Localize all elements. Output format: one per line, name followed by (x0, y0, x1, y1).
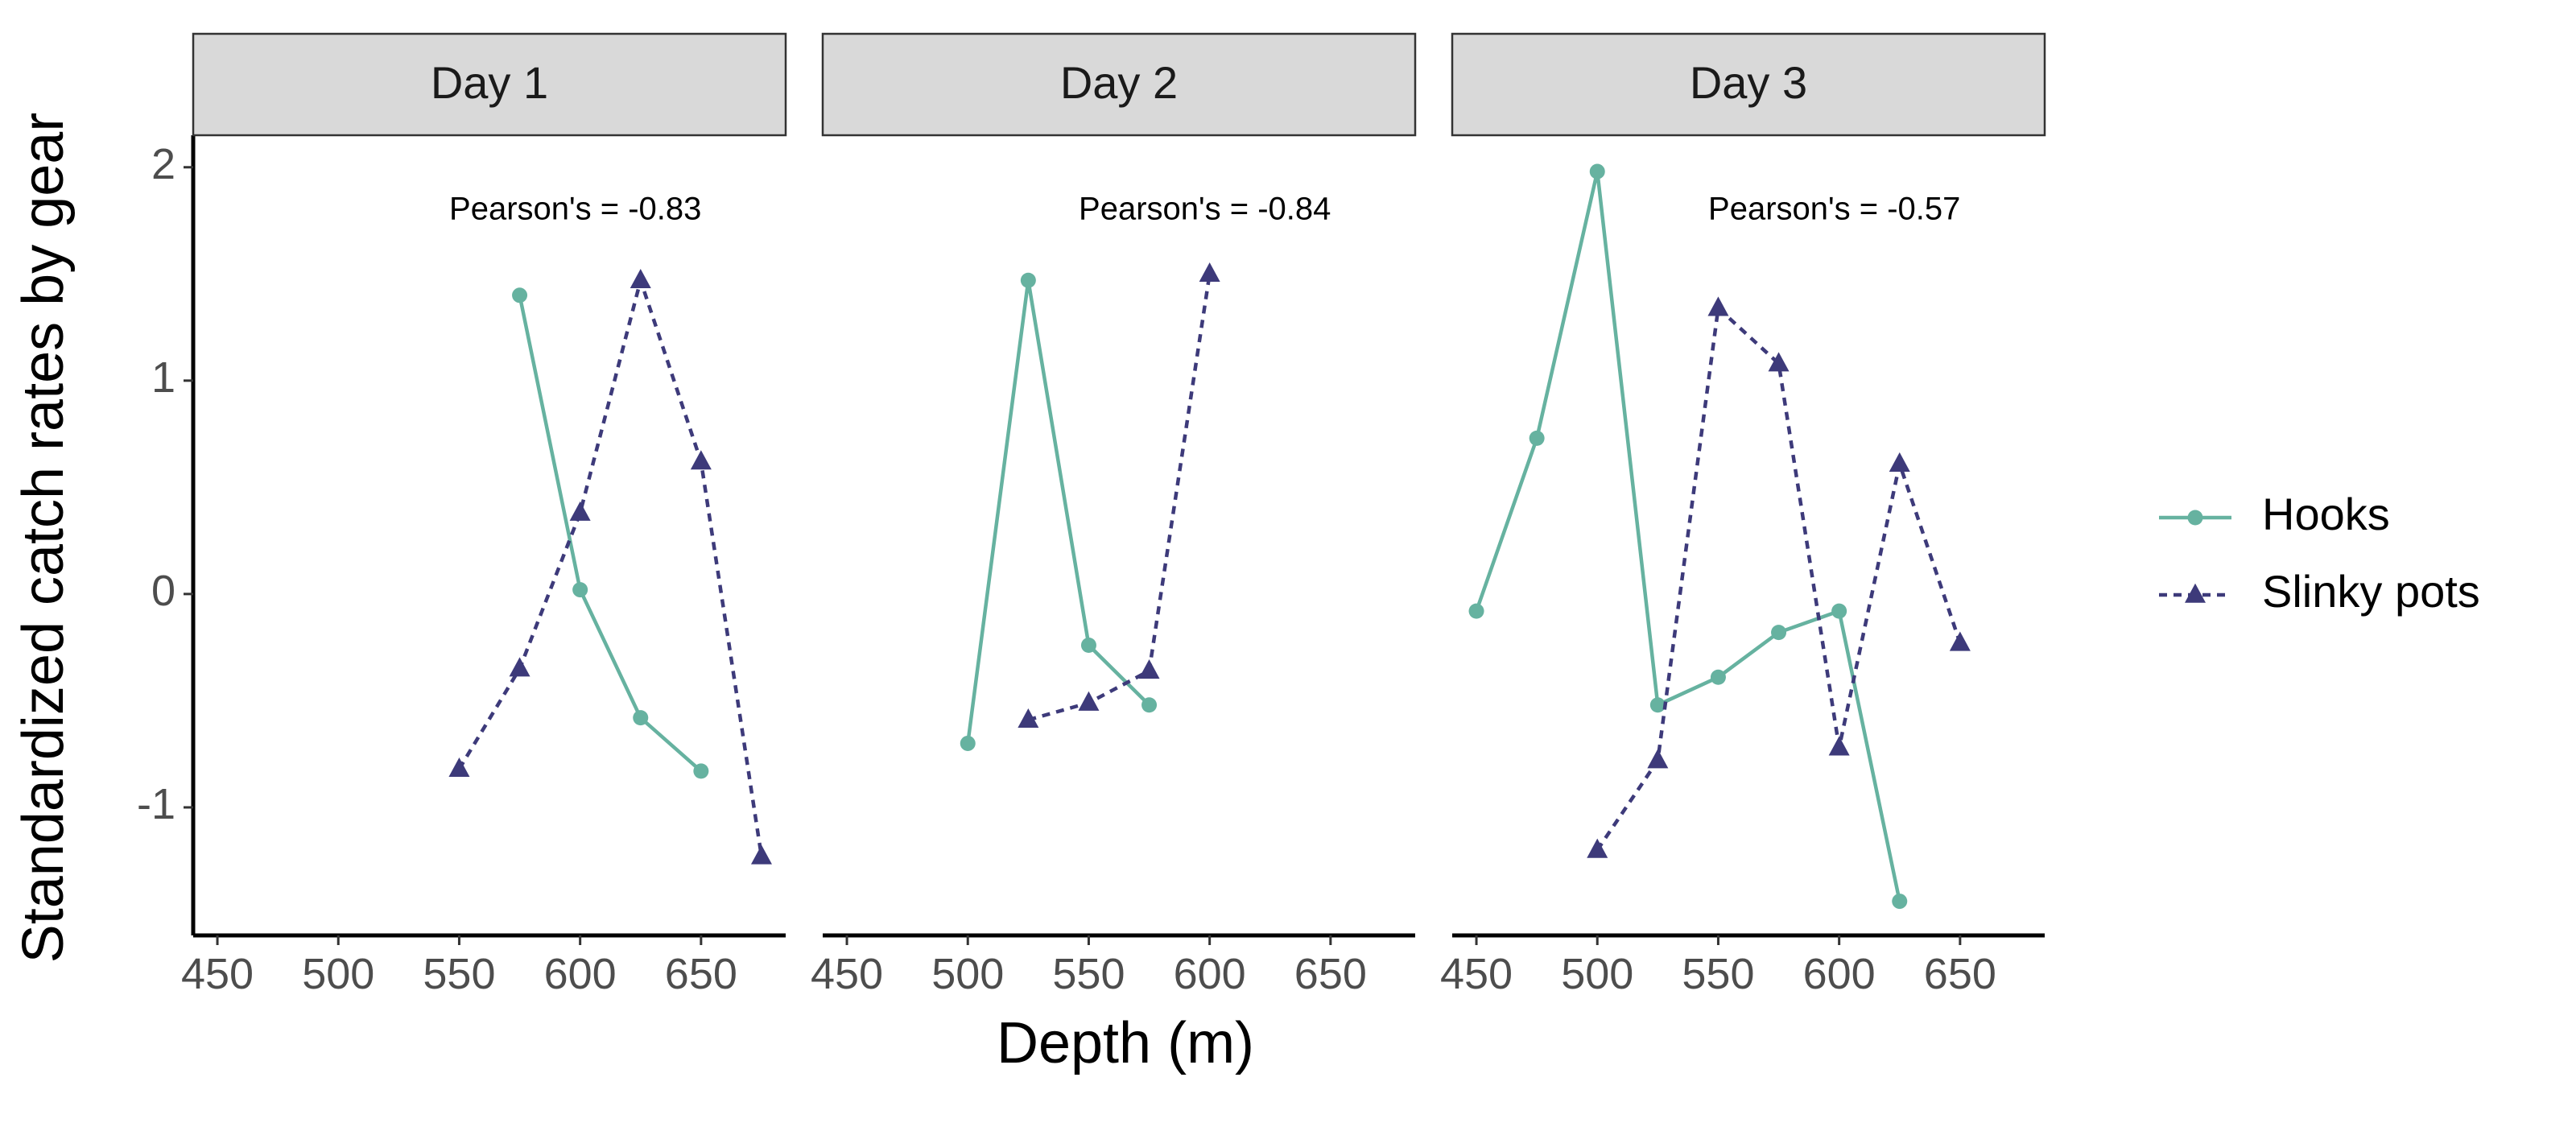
x-axis-title: Depth (m) (997, 1011, 1254, 1075)
slinky-pots-point (1768, 352, 1790, 372)
hooks-point (1710, 669, 1726, 685)
slinky-pots-point (1078, 691, 1100, 711)
legend-item-hooks: Hooks (2159, 489, 2390, 539)
series-slinky-pots (1587, 296, 1971, 858)
x-tick-label: 450 (1440, 950, 1513, 998)
slinky-pots-point (630, 268, 651, 288)
hooks-point (1020, 272, 1036, 288)
facet-panel-day-1: Day 1 450 500 550 600 650 Pearson's = -0.83 (181, 32, 787, 998)
x-tick-label: 500 (931, 950, 1004, 998)
facet-title: Day 3 (1690, 57, 1807, 108)
series-hooks (960, 272, 1158, 751)
facet-strip (821, 32, 1417, 137)
pearson-annotation: Pearson's = -0.57 (1708, 192, 1960, 227)
slinky-pots-point (448, 757, 470, 777)
y-tick-label: 0 (151, 567, 175, 615)
x-tick-label: 450 (811, 950, 883, 998)
slinky-pots-point (1018, 708, 1039, 729)
slinky-pots-point (1587, 838, 1608, 858)
x-tick-label: 650 (1924, 950, 1996, 998)
hooks-point (572, 582, 588, 598)
hooks-line (518, 295, 703, 773)
x-tick-label: 550 (1682, 950, 1754, 998)
series-slinky-pots (448, 268, 772, 865)
series-slinky-pots (1018, 262, 1220, 729)
facet-strip (192, 32, 787, 137)
hooks-point (693, 763, 709, 779)
x-tick-label: 500 (302, 950, 374, 998)
x-tick-label: 600 (544, 950, 617, 998)
hooks-point (1589, 163, 1605, 180)
facet-panels: -1 0 1 2 Day 1 450 500 550 600 650 Pearson's = -0.… (137, 32, 2046, 998)
x-tick-label: 500 (1561, 950, 1633, 998)
facet-panel-day-3: Day 3 450 500 550 600 650 Pearson's = -0.57 (1440, 32, 2046, 998)
facet-title: Day 2 (1060, 57, 1178, 108)
legend-label: Slinky pots (2262, 566, 2480, 617)
slinky-pots-point (1949, 631, 1971, 651)
hooks-point (1831, 603, 1847, 619)
slinky-pots-point (690, 450, 712, 470)
y-tick-label: 1 (151, 353, 175, 402)
hooks-point (1141, 697, 1158, 713)
hooks-point (1468, 603, 1484, 619)
hooks-point (1080, 638, 1096, 654)
facet-strip (1451, 32, 2046, 137)
hooks-point (512, 287, 528, 303)
facet-title: Day 1 (431, 57, 548, 108)
slinky-pots-point (1647, 749, 1669, 769)
slinky-pots-point (1199, 262, 1220, 283)
series-hooks (512, 287, 709, 779)
legend-key-marker (2185, 583, 2206, 603)
slinky-pots-line (1027, 273, 1212, 722)
slinky-pots-point (569, 501, 591, 521)
pearson-annotation: Pearson's = -0.84 (1079, 192, 1331, 227)
pearson-annotation: Pearson's = -0.83 (449, 192, 701, 227)
y-axis: -1 0 1 2 (137, 135, 196, 935)
hooks-point (1771, 625, 1787, 641)
x-tick-label: 450 (181, 950, 254, 998)
slinky-pots-line (457, 274, 764, 857)
slinky-pots-point (1828, 736, 1850, 756)
slinky-pots-point (1138, 659, 1160, 679)
hooks-line (966, 279, 1151, 744)
y-tick-label: 2 (151, 140, 175, 188)
x-tick-label: 650 (665, 950, 737, 998)
hooks-point (1529, 430, 1545, 446)
legend-label: Hooks (2262, 489, 2390, 539)
x-tick-label: 650 (1294, 950, 1367, 998)
slinky-pots-point (509, 657, 530, 677)
hooks-point (960, 735, 976, 751)
slinky-pots-point (1707, 296, 1729, 316)
hooks-point (1892, 894, 1908, 910)
legend: Hooks Slinky pots (2159, 489, 2480, 617)
hooks-point (633, 710, 649, 726)
y-axis-title: Standardized catch rates by gear (11, 113, 76, 964)
x-tick-label: 600 (1174, 950, 1246, 998)
x-tick-label: 600 (1803, 950, 1876, 998)
legend-item-slinky-pots: Slinky pots (2159, 566, 2480, 617)
x-tick-label: 550 (1052, 950, 1125, 998)
hooks-point (1649, 697, 1666, 713)
slinky-pots-point (1889, 452, 1910, 472)
slinky-pots-point (750, 844, 772, 865)
facet-panel-day-2: Day 2 450 500 550 600 650 Pearson's = -0.84 (811, 32, 1417, 998)
slinky-pots-line (1596, 304, 1962, 852)
legend-key-marker (2187, 510, 2203, 526)
series-hooks (1468, 163, 1908, 910)
hooks-line (1474, 171, 1901, 902)
y-tick-label: -1 (137, 780, 175, 828)
x-tick-label: 550 (423, 950, 495, 998)
